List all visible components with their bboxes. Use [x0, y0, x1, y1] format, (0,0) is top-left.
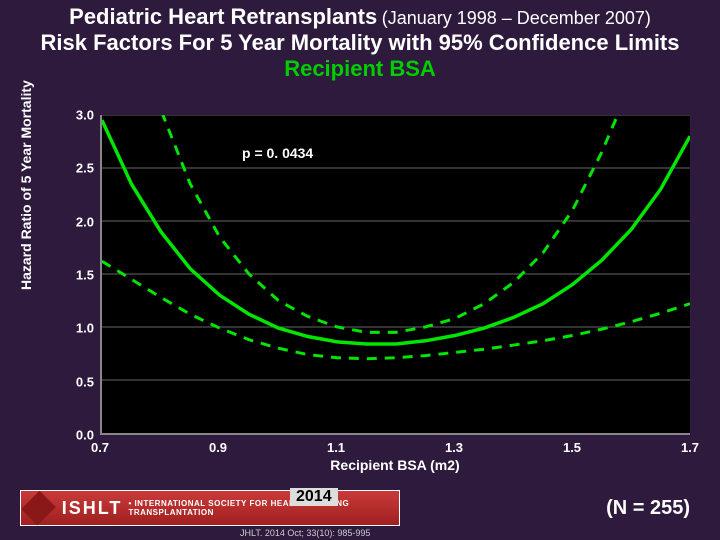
footer: ISHLT • INTERNATIONAL SOCIETY FOR HEART …: [0, 482, 720, 540]
x-tick-label: 1.3: [445, 440, 463, 455]
y-tick-label: 3.0: [76, 108, 94, 123]
x-tick-label: 1.1: [327, 440, 345, 455]
x-tick-label: 1.5: [563, 440, 581, 455]
chart-svg: [102, 115, 690, 433]
logo-acronym: ISHLT: [62, 498, 123, 519]
y-tick-label: 1.0: [76, 321, 94, 336]
y-tick-label: 2.5: [76, 161, 94, 176]
x-tick-label: 0.7: [91, 440, 109, 455]
plot-region: p = 0. 0434: [100, 115, 690, 435]
x-axis-label: Recipient BSA (m2): [330, 457, 459, 473]
logo-band: ISHLT • INTERNATIONAL SOCIETY FOR HEART …: [20, 490, 400, 526]
y-tick-label: 1.5: [76, 268, 94, 283]
y-tick-label: 2.0: [76, 214, 94, 229]
upper-ci-curve: [102, 115, 690, 332]
citation-text: JHLT. 2014 Oct; 33(10): 985-995: [240, 528, 370, 538]
title-main: Pediatric Heart Retransplants: [69, 4, 377, 29]
year-label: 2014: [290, 488, 338, 506]
y-axis-label: Hazard Ratio of 5 Year Mortality: [18, 80, 34, 290]
logo-subtext: • INTERNATIONAL SOCIETY FOR HEART AND LU…: [128, 499, 399, 517]
subtitle-1: Risk Factors For 5 Year Mortality with 9…: [10, 30, 710, 56]
x-tick-label: 1.7: [681, 440, 699, 455]
title-line-1: Pediatric Heart Retransplants (January 1…: [10, 4, 710, 30]
header: Pediatric Heart Retransplants (January 1…: [0, 0, 720, 82]
n-label: (N = 255): [606, 497, 690, 520]
chart-area: p = 0. 0434 0.00.51.01.52.02.53.0 0.70.9…: [40, 115, 690, 465]
y-tick-label: 0.5: [76, 374, 94, 389]
x-tick-label: 0.9: [209, 440, 227, 455]
subtitle-2: Recipient BSA: [10, 56, 710, 82]
title-date: (January 1998 – December 2007): [382, 8, 651, 28]
logo-diamond-icon: [21, 491, 55, 525]
p-value-label: p = 0. 0434: [242, 145, 313, 161]
